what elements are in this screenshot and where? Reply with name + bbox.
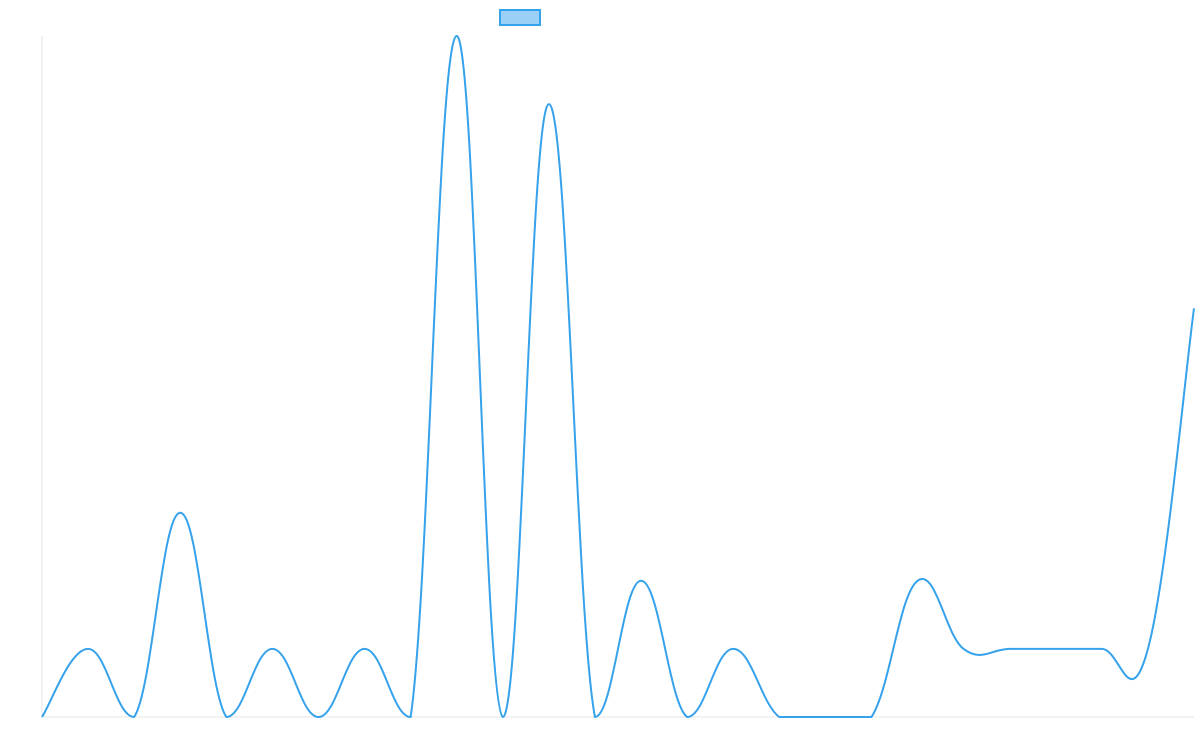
data-point[interactable] [1007, 646, 1013, 652]
data-point[interactable] [315, 714, 321, 720]
data-point[interactable] [730, 646, 736, 652]
data-point[interactable] [1053, 646, 1059, 652]
data-point[interactable] [776, 714, 782, 720]
series-layer [39, 33, 1197, 720]
data-point[interactable] [592, 714, 598, 720]
data-point[interactable] [915, 578, 921, 584]
series-line-0 [41, 35, 1195, 719]
data-point[interactable] [362, 646, 368, 652]
data-point[interactable] [454, 33, 460, 39]
data-point[interactable] [223, 714, 229, 720]
data-point[interactable] [868, 714, 874, 720]
data-point[interactable] [408, 714, 414, 720]
data-point[interactable] [39, 714, 45, 720]
data-point[interactable] [269, 646, 275, 652]
data-point[interactable] [500, 714, 506, 720]
data-point[interactable] [546, 101, 552, 107]
data-point[interactable] [177, 510, 183, 516]
data-point[interactable] [1099, 646, 1105, 652]
data-point[interactable] [131, 714, 137, 720]
data-point[interactable] [85, 646, 91, 652]
data-point[interactable] [684, 714, 690, 720]
data-point[interactable] [638, 578, 644, 584]
legend-swatch[interactable] [499, 9, 541, 26]
data-point[interactable] [1145, 646, 1151, 652]
legend[interactable] [499, 9, 541, 26]
data-point[interactable] [961, 646, 967, 652]
data-point[interactable] [822, 714, 828, 720]
data-point[interactable] [1191, 305, 1197, 311]
